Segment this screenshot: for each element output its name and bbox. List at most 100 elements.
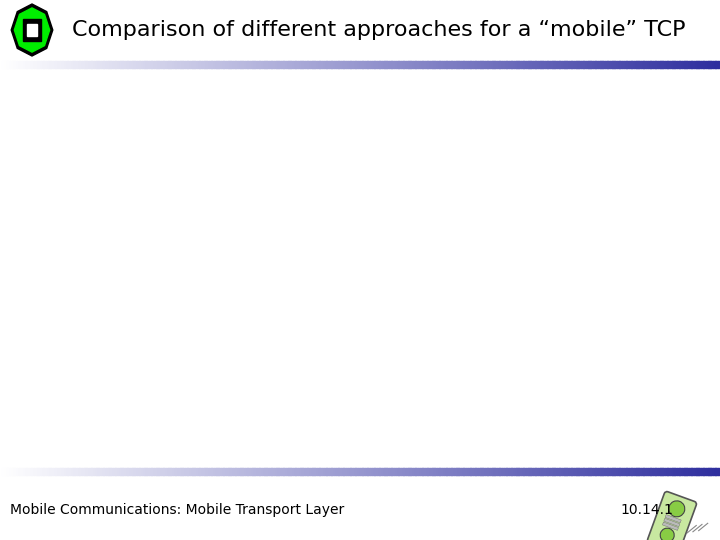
Bar — [607, 61, 610, 68]
Bar — [698, 61, 701, 68]
Bar — [9, 468, 12, 475]
Bar — [245, 61, 248, 68]
Bar — [538, 61, 541, 68]
Bar — [214, 61, 217, 68]
Bar — [698, 468, 701, 475]
Bar — [499, 61, 502, 68]
Bar — [691, 468, 694, 475]
Bar — [398, 61, 401, 68]
Bar — [122, 468, 125, 475]
Bar — [135, 468, 138, 475]
Bar — [77, 61, 80, 68]
Bar — [540, 61, 543, 68]
Bar — [600, 468, 603, 475]
Bar — [247, 468, 250, 475]
Bar — [194, 468, 197, 475]
Bar — [158, 468, 161, 475]
Bar — [151, 61, 154, 68]
Bar — [14, 468, 17, 475]
Bar — [351, 468, 354, 475]
Bar — [567, 468, 570, 475]
Bar — [360, 468, 363, 475]
Bar — [108, 468, 111, 475]
Bar — [629, 61, 631, 68]
Bar — [377, 468, 379, 475]
Bar — [252, 468, 255, 475]
Bar — [22, 61, 24, 68]
Bar — [348, 468, 351, 475]
Bar — [593, 61, 595, 68]
FancyBboxPatch shape — [647, 491, 696, 540]
Bar — [81, 61, 84, 68]
Bar — [279, 468, 282, 475]
Bar — [549, 468, 552, 475]
Bar — [441, 468, 444, 475]
Bar — [648, 468, 651, 475]
Bar — [300, 61, 303, 68]
Bar — [58, 468, 60, 475]
Bar — [631, 61, 634, 68]
Polygon shape — [23, 19, 41, 41]
Bar — [559, 468, 562, 475]
Bar — [204, 468, 207, 475]
Bar — [639, 61, 642, 68]
Bar — [209, 468, 212, 475]
Bar — [564, 468, 567, 475]
Bar — [624, 61, 627, 68]
Bar — [675, 61, 678, 68]
Bar — [17, 61, 19, 68]
Bar — [120, 61, 123, 68]
Bar — [432, 61, 435, 68]
Bar — [24, 61, 27, 68]
Bar — [77, 468, 80, 475]
Bar — [178, 468, 181, 475]
Bar — [427, 61, 430, 68]
Bar — [367, 61, 370, 68]
Bar — [125, 61, 127, 68]
Bar — [475, 61, 478, 68]
Bar — [571, 61, 574, 68]
Bar — [29, 61, 32, 68]
Bar — [221, 468, 224, 475]
Bar — [398, 468, 401, 475]
Bar — [79, 468, 82, 475]
Bar — [621, 468, 624, 475]
Bar — [612, 61, 615, 68]
Bar — [516, 468, 519, 475]
Bar — [233, 61, 235, 68]
Bar — [432, 468, 435, 475]
Bar — [636, 468, 639, 475]
Bar — [451, 61, 454, 68]
Bar — [389, 468, 392, 475]
Bar — [168, 61, 171, 68]
Bar — [667, 61, 670, 68]
Bar — [166, 468, 168, 475]
Bar — [288, 468, 291, 475]
Bar — [495, 468, 498, 475]
Bar — [84, 61, 87, 68]
Bar — [27, 61, 30, 68]
Bar — [526, 61, 528, 68]
Bar — [588, 61, 591, 68]
Bar — [211, 61, 214, 68]
Bar — [677, 468, 680, 475]
Bar — [526, 468, 528, 475]
Bar — [144, 61, 147, 68]
Bar — [158, 61, 161, 68]
Bar — [509, 61, 512, 68]
Bar — [595, 61, 598, 68]
Bar — [322, 61, 325, 68]
Bar — [703, 61, 706, 68]
Bar — [379, 468, 382, 475]
Bar — [665, 61, 667, 68]
Bar — [108, 61, 111, 68]
Bar — [391, 61, 394, 68]
Bar — [343, 61, 346, 68]
Bar — [408, 468, 411, 475]
Bar — [228, 61, 231, 68]
Bar — [113, 61, 116, 68]
Bar — [358, 468, 361, 475]
Bar — [202, 61, 204, 68]
Bar — [283, 468, 286, 475]
Bar — [696, 468, 699, 475]
